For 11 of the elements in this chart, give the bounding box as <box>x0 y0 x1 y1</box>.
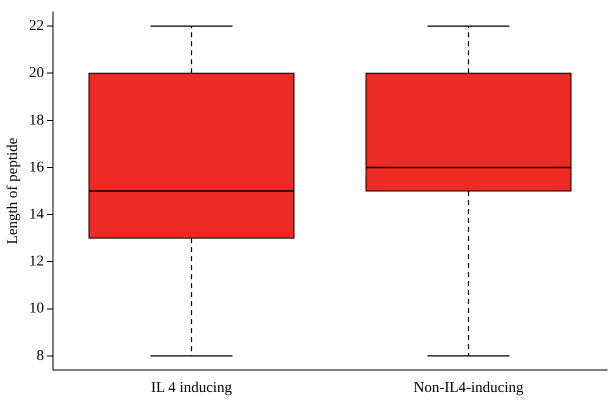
y-tick-label: 22 <box>29 18 44 34</box>
y-tick-label: 10 <box>29 300 44 317</box>
y-tick-label: 8 <box>36 348 44 364</box>
y-tick-label: 20 <box>29 65 44 82</box>
y-tick-label: 16 <box>29 159 44 176</box>
y-tick-label: 14 <box>29 206 44 222</box>
y-axis-title: Length of peptide <box>4 137 21 244</box>
x-tick-label: Non-IL4-inducing <box>414 380 524 396</box>
x-tick-label: IL 4 inducing <box>150 380 233 396</box>
y-tick-label: 18 <box>29 112 44 128</box>
y-tick-label: 12 <box>29 254 44 270</box>
